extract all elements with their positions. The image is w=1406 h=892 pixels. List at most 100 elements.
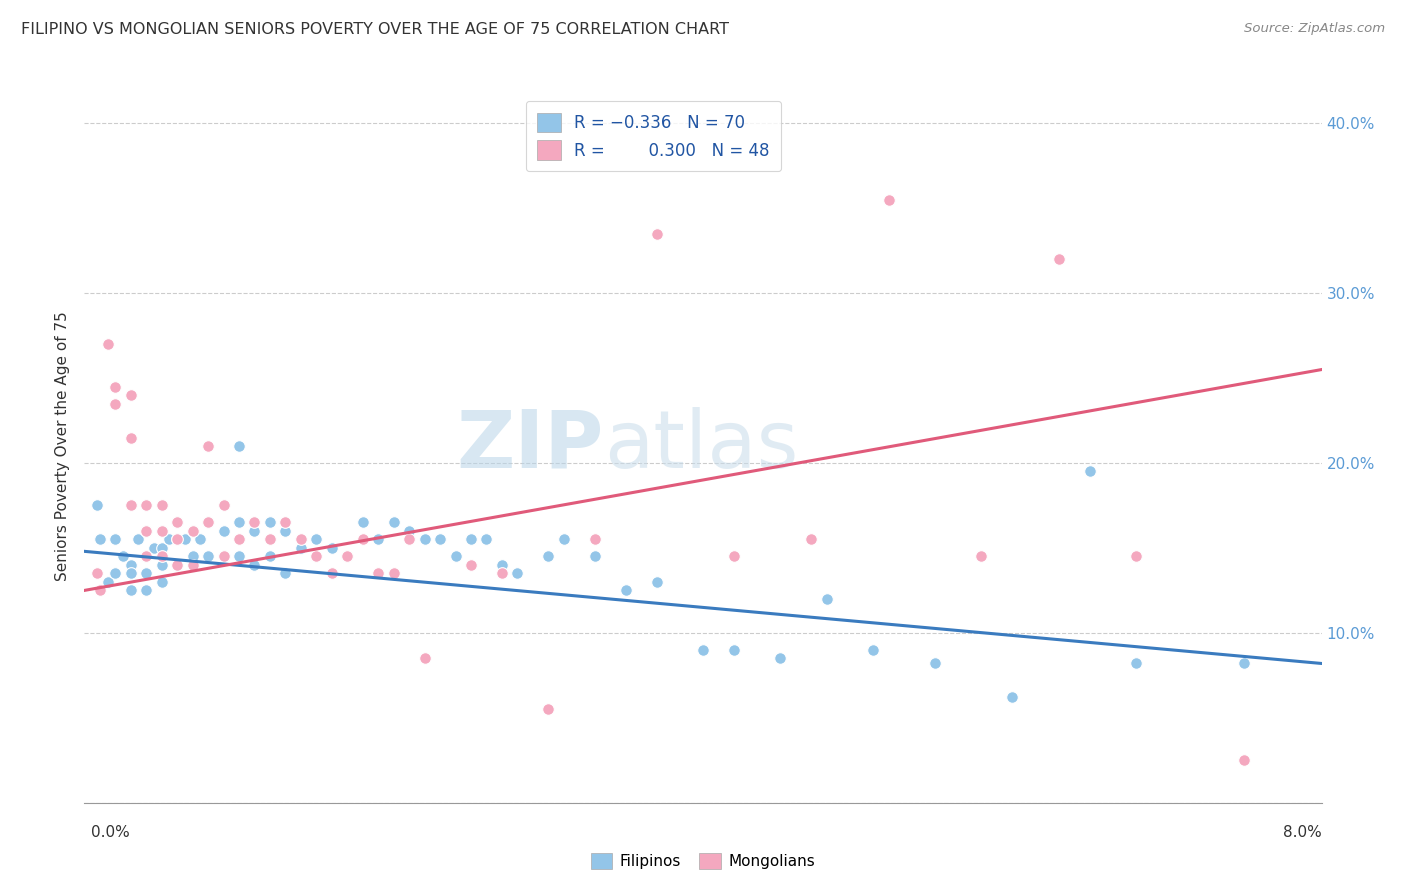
Point [243,558,266,572]
Point [336,549,359,564]
Point [166,533,188,547]
Point [159,533,180,547]
Point [398,533,420,547]
Point [259,533,281,547]
Point [181,558,204,572]
Point [243,516,266,530]
Point [212,524,235,538]
Point [352,533,374,547]
Point [862,643,884,657]
Point [166,558,188,572]
Point [274,516,297,530]
Point [120,388,142,402]
Point [815,591,838,606]
Point [150,574,173,589]
Point [970,549,993,564]
Point [135,524,157,538]
Point [367,533,389,547]
Point [135,549,157,564]
Point [367,566,389,581]
Point [228,533,250,547]
Point [553,533,575,547]
Point [460,533,482,547]
Point [150,524,173,538]
Text: FILIPINO VS MONGOLIAN SENIORS POVERTY OVER THE AGE OF 75 CORRELATION CHART: FILIPINO VS MONGOLIAN SENIORS POVERTY OV… [21,22,730,37]
Point [112,549,135,564]
Point [212,549,235,564]
Point [197,439,219,453]
Point [89,583,111,598]
Point [1001,690,1024,705]
Point [120,583,142,598]
Point [305,533,328,547]
Point [228,516,250,530]
Text: 8.0%: 8.0% [1282,825,1322,840]
Point [135,499,157,513]
Point [150,524,173,538]
Text: 0.0%: 0.0% [91,825,131,840]
Point [86,566,108,581]
Text: atlas: atlas [605,407,799,485]
Point [645,574,668,589]
Point [305,549,328,564]
Point [120,558,142,572]
Point [475,533,498,547]
Point [150,541,173,555]
Point [259,549,281,564]
Point [197,516,219,530]
Point [1233,753,1256,767]
Point [274,524,297,538]
Point [166,558,188,572]
Point [537,549,560,564]
Point [243,524,266,538]
Point [800,533,823,547]
Point [1047,252,1070,266]
Point [429,533,451,547]
Point [89,533,111,547]
Point [96,574,118,589]
Legend: R = −0.336   N = 70, R =    0.300   N = 48: R = −0.336 N = 70, R = 0.300 N = 48 [526,101,782,171]
Point [444,549,467,564]
Point [274,566,297,581]
Point [614,583,637,598]
Point [290,541,312,555]
Point [352,516,374,530]
Point [413,533,436,547]
Point [135,583,157,598]
Point [150,549,173,564]
Point [188,533,211,547]
Point [382,566,405,581]
Point [166,533,188,547]
Point [120,499,142,513]
Point [150,558,173,572]
Point [583,549,606,564]
Point [290,533,312,547]
Point [197,516,219,530]
Point [135,524,157,538]
Point [135,549,157,564]
Point [491,558,513,572]
Point [645,227,668,241]
Legend: Filipinos, Mongolians: Filipinos, Mongolians [585,847,821,875]
Point [104,566,127,581]
Point [583,533,606,547]
Point [143,541,166,555]
Point [174,533,197,547]
Point [212,499,235,513]
Point [877,193,900,207]
Point [228,439,250,453]
Point [924,657,946,671]
Point [181,524,204,538]
Point [120,430,142,444]
Point [537,702,560,716]
Point [321,566,343,581]
Point [336,549,359,564]
Point [1125,657,1147,671]
Point [120,566,142,581]
Point [104,396,127,410]
Point [723,549,745,564]
Point [86,499,108,513]
Point [491,566,513,581]
Point [166,516,188,530]
Point [135,566,157,581]
